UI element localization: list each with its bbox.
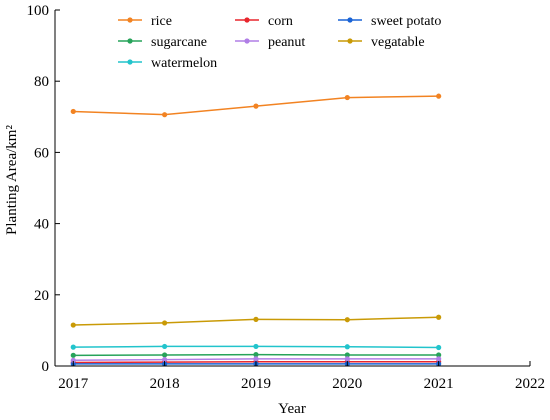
legend-marker (127, 17, 133, 23)
y-tick-label: 40 (34, 217, 49, 233)
data-point (436, 352, 442, 358)
data-point (436, 314, 442, 320)
series-sugarcane (70, 352, 442, 358)
series-rice (70, 93, 442, 118)
series-vegatable (70, 314, 442, 328)
plot-area (70, 93, 442, 367)
data-point (162, 356, 168, 363)
y-tick-label: 20 (34, 288, 49, 304)
x-axis: 2017 2018 2019 2020 2021 2022 (55, 361, 545, 392)
y-tick-label: 80 (34, 74, 49, 90)
data-point (70, 344, 76, 350)
data-point (344, 352, 350, 358)
data-point (253, 343, 259, 350)
data-point (253, 103, 259, 109)
legend-marker (244, 38, 250, 44)
legend-label: watermelon (151, 56, 217, 71)
legend-marker (127, 38, 133, 44)
legend-item-rice: rice (118, 14, 172, 29)
y-axis-title: Planting Area/km² (4, 125, 20, 235)
legend-item-sugarcane: sugarcane (118, 35, 207, 50)
x-tick-label: 2020 (332, 376, 362, 392)
legend-label: corn (268, 14, 293, 29)
data-point (344, 94, 350, 101)
x-tick-label: 2021 (424, 376, 454, 392)
legend-item-watermelon: watermelon (118, 56, 217, 71)
legend-item-corn: corn (235, 14, 293, 29)
x-tick-label: 2022 (515, 376, 545, 392)
data-point (253, 356, 259, 362)
data-point (344, 356, 350, 362)
y-tick-label: 0 (42, 359, 50, 375)
legend-item-peanut: peanut (235, 35, 305, 50)
data-point (70, 108, 76, 115)
x-tick-label: 2017 (58, 376, 89, 392)
y-tick-label: 100 (27, 3, 50, 19)
legend-marker (127, 59, 133, 65)
legend-item-sweet-potato: sweet potato (338, 14, 441, 29)
y-axis: 0 20 40 60 80 100 (27, 3, 60, 375)
legend-item-vegatable: vegatable (338, 35, 425, 50)
data-point (253, 316, 259, 322)
data-point (70, 357, 76, 363)
data-point (344, 344, 350, 350)
data-point (70, 352, 76, 358)
x-axis-title: Year (278, 401, 306, 417)
data-point (70, 322, 76, 328)
legend-label: rice (151, 14, 172, 29)
series-watermelon (70, 343, 442, 351)
legend-label: sweet potato (371, 14, 441, 29)
legend-label: vegatable (371, 35, 425, 50)
series-peanut (70, 356, 442, 363)
data-point (436, 356, 442, 362)
legend: rice corn sweet potato sugarcane peanut vegat… (118, 14, 441, 71)
data-point (162, 352, 168, 358)
x-tick-label: 2018 (150, 376, 180, 392)
data-point (162, 112, 168, 118)
legend-label: sugarcane (151, 35, 207, 50)
y-tick-label: 60 (34, 145, 49, 161)
legend-marker (347, 38, 353, 44)
x-tick-label: 2019 (241, 376, 271, 392)
data-point (253, 352, 259, 358)
legend-marker (347, 17, 353, 23)
legend-marker (244, 17, 250, 23)
data-point (436, 93, 442, 99)
data-point (344, 317, 350, 323)
legend-label: peanut (268, 35, 305, 50)
data-point (436, 344, 442, 351)
data-point (162, 320, 168, 326)
data-point (162, 343, 168, 350)
